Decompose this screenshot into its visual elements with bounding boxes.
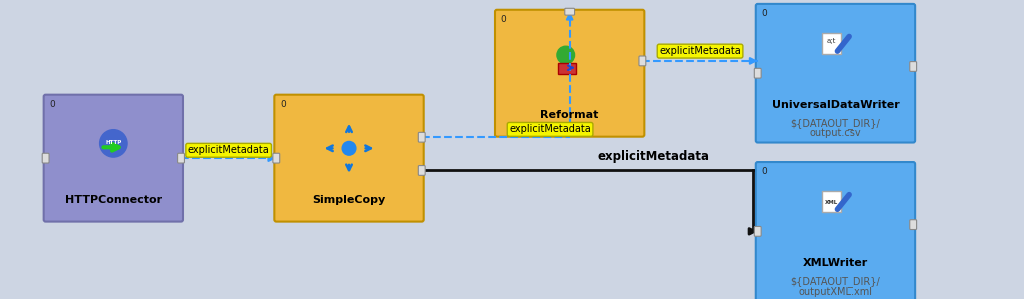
FancyBboxPatch shape	[639, 56, 646, 66]
FancyBboxPatch shape	[419, 166, 425, 175]
FancyBboxPatch shape	[755, 226, 761, 236]
FancyBboxPatch shape	[558, 63, 575, 74]
Text: explicitMetadata: explicitMetadata	[187, 145, 269, 155]
FancyBboxPatch shape	[909, 62, 916, 71]
Text: HTTP: HTTP	[105, 140, 122, 145]
FancyBboxPatch shape	[42, 153, 49, 163]
Text: output.csv: output.csv	[810, 129, 861, 138]
FancyBboxPatch shape	[565, 8, 574, 15]
FancyBboxPatch shape	[177, 153, 184, 163]
FancyBboxPatch shape	[274, 95, 424, 222]
Text: explicitMetadata: explicitMetadata	[659, 46, 741, 56]
Text: Reformat: Reformat	[541, 110, 599, 120]
FancyBboxPatch shape	[756, 162, 915, 299]
FancyBboxPatch shape	[419, 132, 425, 142]
Text: UniversalDataWriter: UniversalDataWriter	[771, 100, 899, 110]
Text: 0: 0	[281, 100, 286, 109]
Text: a;t: a;t	[826, 38, 837, 44]
FancyBboxPatch shape	[821, 33, 842, 54]
Text: ${DATAOUT_DIR}/: ${DATAOUT_DIR}/	[791, 118, 881, 129]
FancyBboxPatch shape	[821, 191, 842, 212]
FancyBboxPatch shape	[755, 68, 761, 78]
Text: XMLWriter: XMLWriter	[803, 258, 868, 268]
Text: 0: 0	[49, 100, 55, 109]
FancyBboxPatch shape	[272, 153, 280, 163]
Text: explicitMetadata: explicitMetadata	[509, 124, 591, 134]
Text: HTTPConnector: HTTPConnector	[65, 195, 162, 205]
Circle shape	[342, 141, 356, 155]
Circle shape	[99, 130, 127, 157]
FancyBboxPatch shape	[756, 4, 915, 143]
Circle shape	[557, 46, 574, 64]
Text: explicitMetadata: explicitMetadata	[597, 150, 709, 163]
FancyBboxPatch shape	[44, 95, 183, 222]
Text: XML: XML	[825, 200, 839, 205]
Text: SimpleCopy: SimpleCopy	[312, 195, 386, 205]
FancyBboxPatch shape	[495, 10, 644, 137]
Text: 0: 0	[762, 9, 767, 18]
Text: outputXML.xml: outputXML.xml	[799, 286, 872, 297]
FancyBboxPatch shape	[909, 220, 916, 230]
Text: 0: 0	[501, 15, 507, 24]
Text: 0: 0	[762, 167, 767, 176]
Text: ${DATAOUT_DIR}/: ${DATAOUT_DIR}/	[791, 276, 881, 287]
